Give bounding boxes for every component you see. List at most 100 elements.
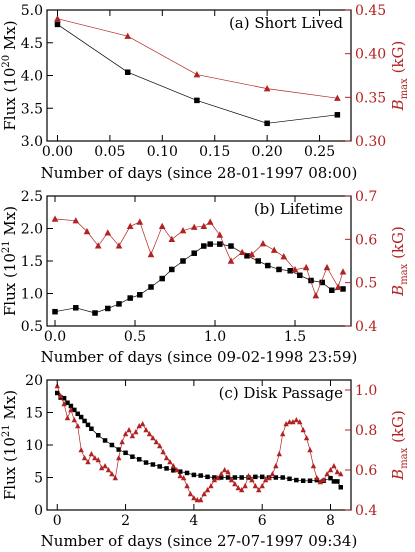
bmax-point [119, 439, 125, 445]
flux-point [72, 407, 77, 413]
flux-point [102, 438, 108, 443]
x-tick-label: 0.05 [94, 144, 125, 160]
bmax-point [71, 417, 78, 423]
y2-tick-label: 0.35 [355, 90, 386, 106]
panel-a-y2label: Bmax (kG) [389, 41, 410, 112]
bmax-point [150, 435, 156, 441]
y2-tick-label: 0.4 [355, 503, 377, 519]
x-tick-label: 0.10 [147, 144, 178, 160]
y2-tick-label: 0.45 [355, 3, 386, 19]
panel-a-ylabel: Flux (1020 Mx) [1, 20, 19, 130]
flux-point [73, 305, 79, 311]
panel-c-y2axis: 0.4 0.6 0.8 1.0 [345, 383, 377, 519]
bmax-point [180, 475, 187, 481]
bmax-point [269, 471, 276, 477]
flux-point [287, 268, 293, 274]
flux-point [150, 462, 156, 467]
flux-point [127, 295, 133, 301]
bmax-point [163, 455, 170, 461]
flux-point [75, 411, 80, 417]
flux-point [191, 250, 197, 256]
flux-point [136, 457, 142, 462]
bmax-point [139, 421, 146, 427]
bmax-point [273, 463, 279, 469]
panel-a-xlabel: Number of days (since 28-01-1997 08:00) [41, 164, 358, 182]
bmax-point [327, 467, 334, 473]
bmax-line [54, 218, 344, 297]
bmax-point [339, 268, 347, 275]
bmax-point [302, 263, 310, 271]
flux-point [273, 475, 279, 480]
bmax-point [280, 253, 288, 260]
bmax-point [126, 427, 132, 433]
x-tick-label: 1.0 [204, 329, 226, 345]
flux-point [232, 475, 238, 480]
flux-point [228, 243, 234, 249]
bmax-point [334, 469, 341, 475]
bmax-point [310, 463, 317, 469]
flux-point [52, 308, 58, 315]
flux-point [280, 475, 285, 480]
panel-b-ylabel: Flux (1021 Mx) [1, 206, 19, 316]
flux-point [201, 243, 207, 249]
y2-tick-label: 0.7 [355, 189, 377, 205]
y2-tick-label: 0.4 [355, 319, 377, 335]
bmax-point [105, 467, 112, 473]
flux-point [328, 475, 333, 481]
bmax-point [263, 84, 271, 92]
bmax-point [270, 246, 278, 253]
bmax-point [122, 431, 129, 437]
flux-point [130, 454, 135, 459]
bmax-point [290, 419, 296, 425]
y-tick-label: 0 [34, 503, 43, 519]
bmax-point [334, 283, 342, 290]
bmax-point [266, 475, 272, 481]
bmax-point [83, 227, 91, 235]
x-tick-label: 0.00 [42, 144, 73, 160]
flux-point [331, 479, 337, 484]
bmax-point [109, 471, 115, 477]
flux-point [308, 277, 314, 284]
flux-point [169, 266, 175, 273]
bmax-point [218, 471, 224, 477]
x-tick-label: 0.0 [44, 329, 66, 345]
panel-b: 0.0 0.5 1.0 1.5 0.51.01.52.02.5 0.40.50.60.… [1, 189, 410, 366]
bmax-point [248, 250, 256, 258]
bmax-point [297, 419, 303, 425]
flux-point [319, 279, 325, 286]
panel-a-yaxis: 3.0 3.5 4.0 4.5 5.0 [21, 3, 53, 150]
bmax-point [95, 457, 101, 463]
bmax-point [64, 415, 71, 421]
bmax-point [92, 455, 98, 461]
y2-tick-label: 1.0 [355, 383, 377, 399]
flux-point [334, 112, 341, 118]
flux-point [340, 286, 346, 292]
panel-a-y2axis: 0.30 0.35 0.40 0.45 [345, 3, 386, 150]
panel-c-ylabel: Flux (1021 Mx) [1, 390, 19, 500]
bmax-point [252, 483, 259, 489]
bmax-point [291, 266, 299, 273]
flux-point [287, 476, 292, 482]
flux-point [143, 460, 149, 465]
bmax-point [276, 451, 282, 457]
flux-point [68, 403, 74, 409]
bmax-point [323, 263, 331, 271]
y-tick-label: 5 [34, 471, 43, 487]
flux-point [137, 292, 143, 298]
panel-c-y2label: Bmax (kG) [389, 410, 410, 481]
y-tick-label: 2.0 [21, 222, 43, 238]
bmax-point [331, 463, 337, 469]
bmax-point [104, 229, 112, 236]
panel-c: 0 2 4 6 8 0 5 10 15 20 0.4 0.6 0.8 1.0 (c) Disk Pas… [1, 373, 410, 550]
flux-point [225, 475, 231, 480]
bmax-point [200, 222, 208, 230]
x-tick-label: 0.5 [124, 329, 146, 345]
bmax-point [133, 429, 139, 435]
x-tick-label: 0 [53, 513, 62, 529]
flux-point [89, 426, 94, 431]
bmax-point [317, 479, 323, 485]
bmax-point [146, 431, 153, 437]
bmax-point [238, 248, 246, 256]
y-tick-label: 3.5 [21, 101, 43, 117]
